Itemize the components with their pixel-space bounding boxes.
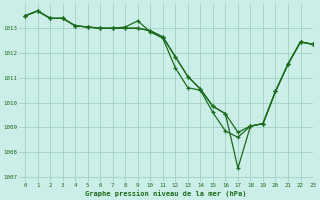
X-axis label: Graphe pression niveau de la mer (hPa): Graphe pression niveau de la mer (hPa) [85, 190, 247, 197]
